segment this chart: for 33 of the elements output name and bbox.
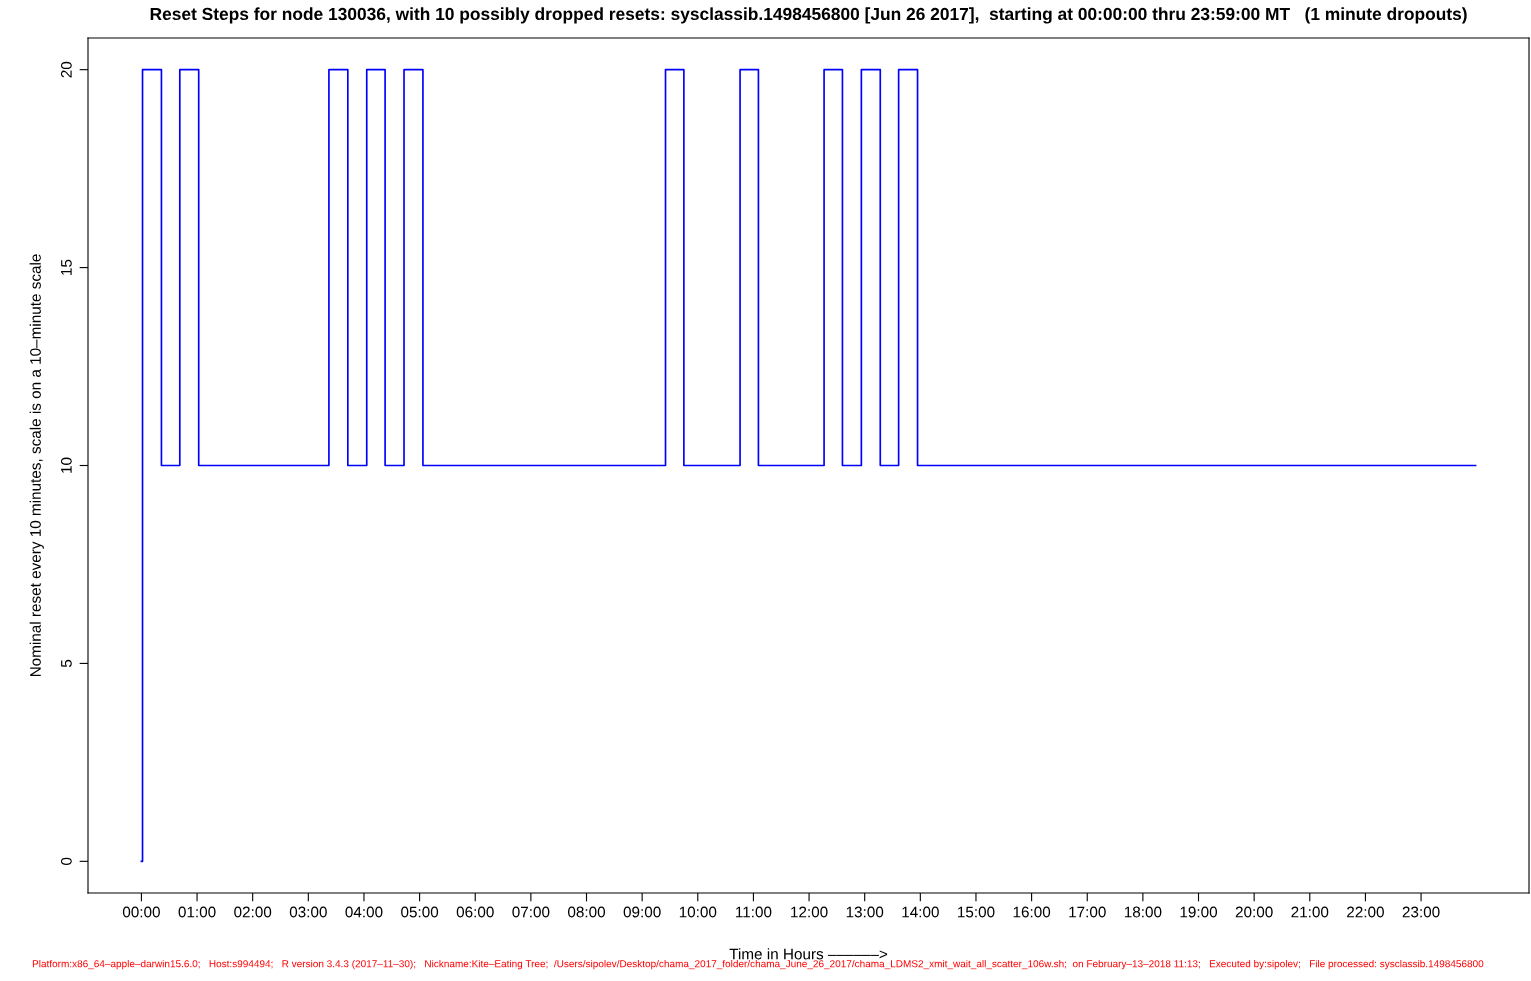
- x-tick-label: 22:00: [1347, 906, 1384, 918]
- x-tick-label: 16:00: [1013, 906, 1051, 918]
- x-tick-label: 10:00: [679, 906, 717, 918]
- y-tick-label: 20: [60, 61, 72, 78]
- x-tick-label: 18:00: [1124, 906, 1162, 918]
- x-tick-label: 20:00: [1235, 906, 1273, 918]
- x-tick-label: 12:00: [791, 906, 828, 918]
- x-tick-label: 04:00: [345, 906, 383, 918]
- x-tick-label: 05:00: [401, 906, 439, 918]
- chart-title: Reset Steps for node 130036, with 10 possibly dropped resets: sysclassib.1498456800 [Jun 26 2017], starting at 00:00:00 thru 23:59:00 MT (1 minute dropouts): [150, 7, 1467, 24]
- text: Platform:x86_64–apple–darwin15.6.0; Host:s994494; R version 3.4.3 (2017–11–30); Nickname:Kite–Eating Tree; /Users/sipolev/Desktop/chama_2017_folder/chama_June_26_2017/chama_LDMS2_xmit_wait_all_scatter_106w.sh; on February–13–2018 11:13; Executed by:sipolev; File processed: sysclassib.1498456800: [32, 959, 1484, 970]
- x-tick-label: 17:00: [1069, 906, 1106, 918]
- x-tick-label: 06:00: [456, 906, 494, 918]
- y-axis-title: Nominal reset every 10 minutes, scale is on a 10–minute scale: [29, 254, 44, 677]
- x-tick-label: 23:00: [1402, 906, 1440, 918]
- x-tick-label: 13:00: [846, 906, 884, 918]
- x-tick-label: 07:00: [512, 906, 550, 918]
- y-tick-label: 15: [61, 259, 72, 275]
- y-tick-label: 5: [61, 659, 72, 668]
- x-tick-label: 19:00: [1180, 906, 1218, 918]
- x-tick-label: 03:00: [289, 906, 327, 918]
- x-tick-label: 21:00: [1291, 906, 1329, 918]
- x-tick-label: 15:00: [958, 906, 995, 918]
- x-tick-label: 11:00: [736, 906, 772, 918]
- y-tick-label: 10: [60, 457, 72, 473]
- x-tick-label: 08:00: [567, 906, 606, 918]
- x-tick-label: 14:00: [902, 906, 939, 918]
- x-tick-label: 02:00: [234, 906, 272, 918]
- x-axis-title: Time in Hours ––––––>: [729, 948, 888, 960]
- x-tick-label: 01:00: [178, 906, 216, 918]
- x-tick-label: 00:00: [122, 906, 160, 918]
- x-tick-label: 09:00: [623, 906, 661, 918]
- y-tick-label: 0: [60, 857, 72, 865]
